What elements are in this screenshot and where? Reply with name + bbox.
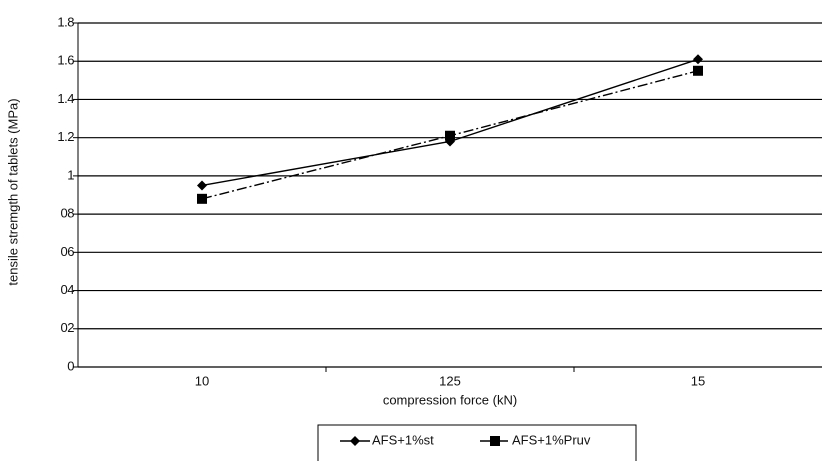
legend: AFS+1%st AFS+1%Pruv [317,424,637,461]
legend-label: AFS+1%Pruv [512,432,591,447]
marker [693,65,703,76]
marker [445,130,455,141]
x-axis-label: compression force (kN) [383,392,517,407]
y-tick-label: 04 [61,282,75,297]
y-tick-label: 1.2 [57,129,74,144]
marker [197,180,207,191]
y-tick-label: 1 [67,167,74,182]
legend-label: AFS+1%st [372,432,434,447]
y-tick-label: 06 [61,244,75,259]
marker [490,436,500,446]
y-tick-label: 08 [61,206,75,221]
y-tick-label: 02 [61,320,75,335]
y-axis-label: tensile stremgth of tablets (MPa) [5,98,20,285]
marker [197,193,207,204]
y-tick-label: 0 [67,358,74,373]
x-tick-label: 125 [439,373,461,388]
legend-box [317,424,637,461]
y-tick-label: 1.6 [57,53,74,68]
x-tick-label: 15 [691,373,705,388]
y-tick-label: 1.4 [57,91,74,106]
x-tick-label: 10 [195,373,209,388]
y-tick-label: 1.8 [57,14,74,29]
marker [693,54,703,65]
marker [350,436,360,446]
series-line [201,58,699,187]
